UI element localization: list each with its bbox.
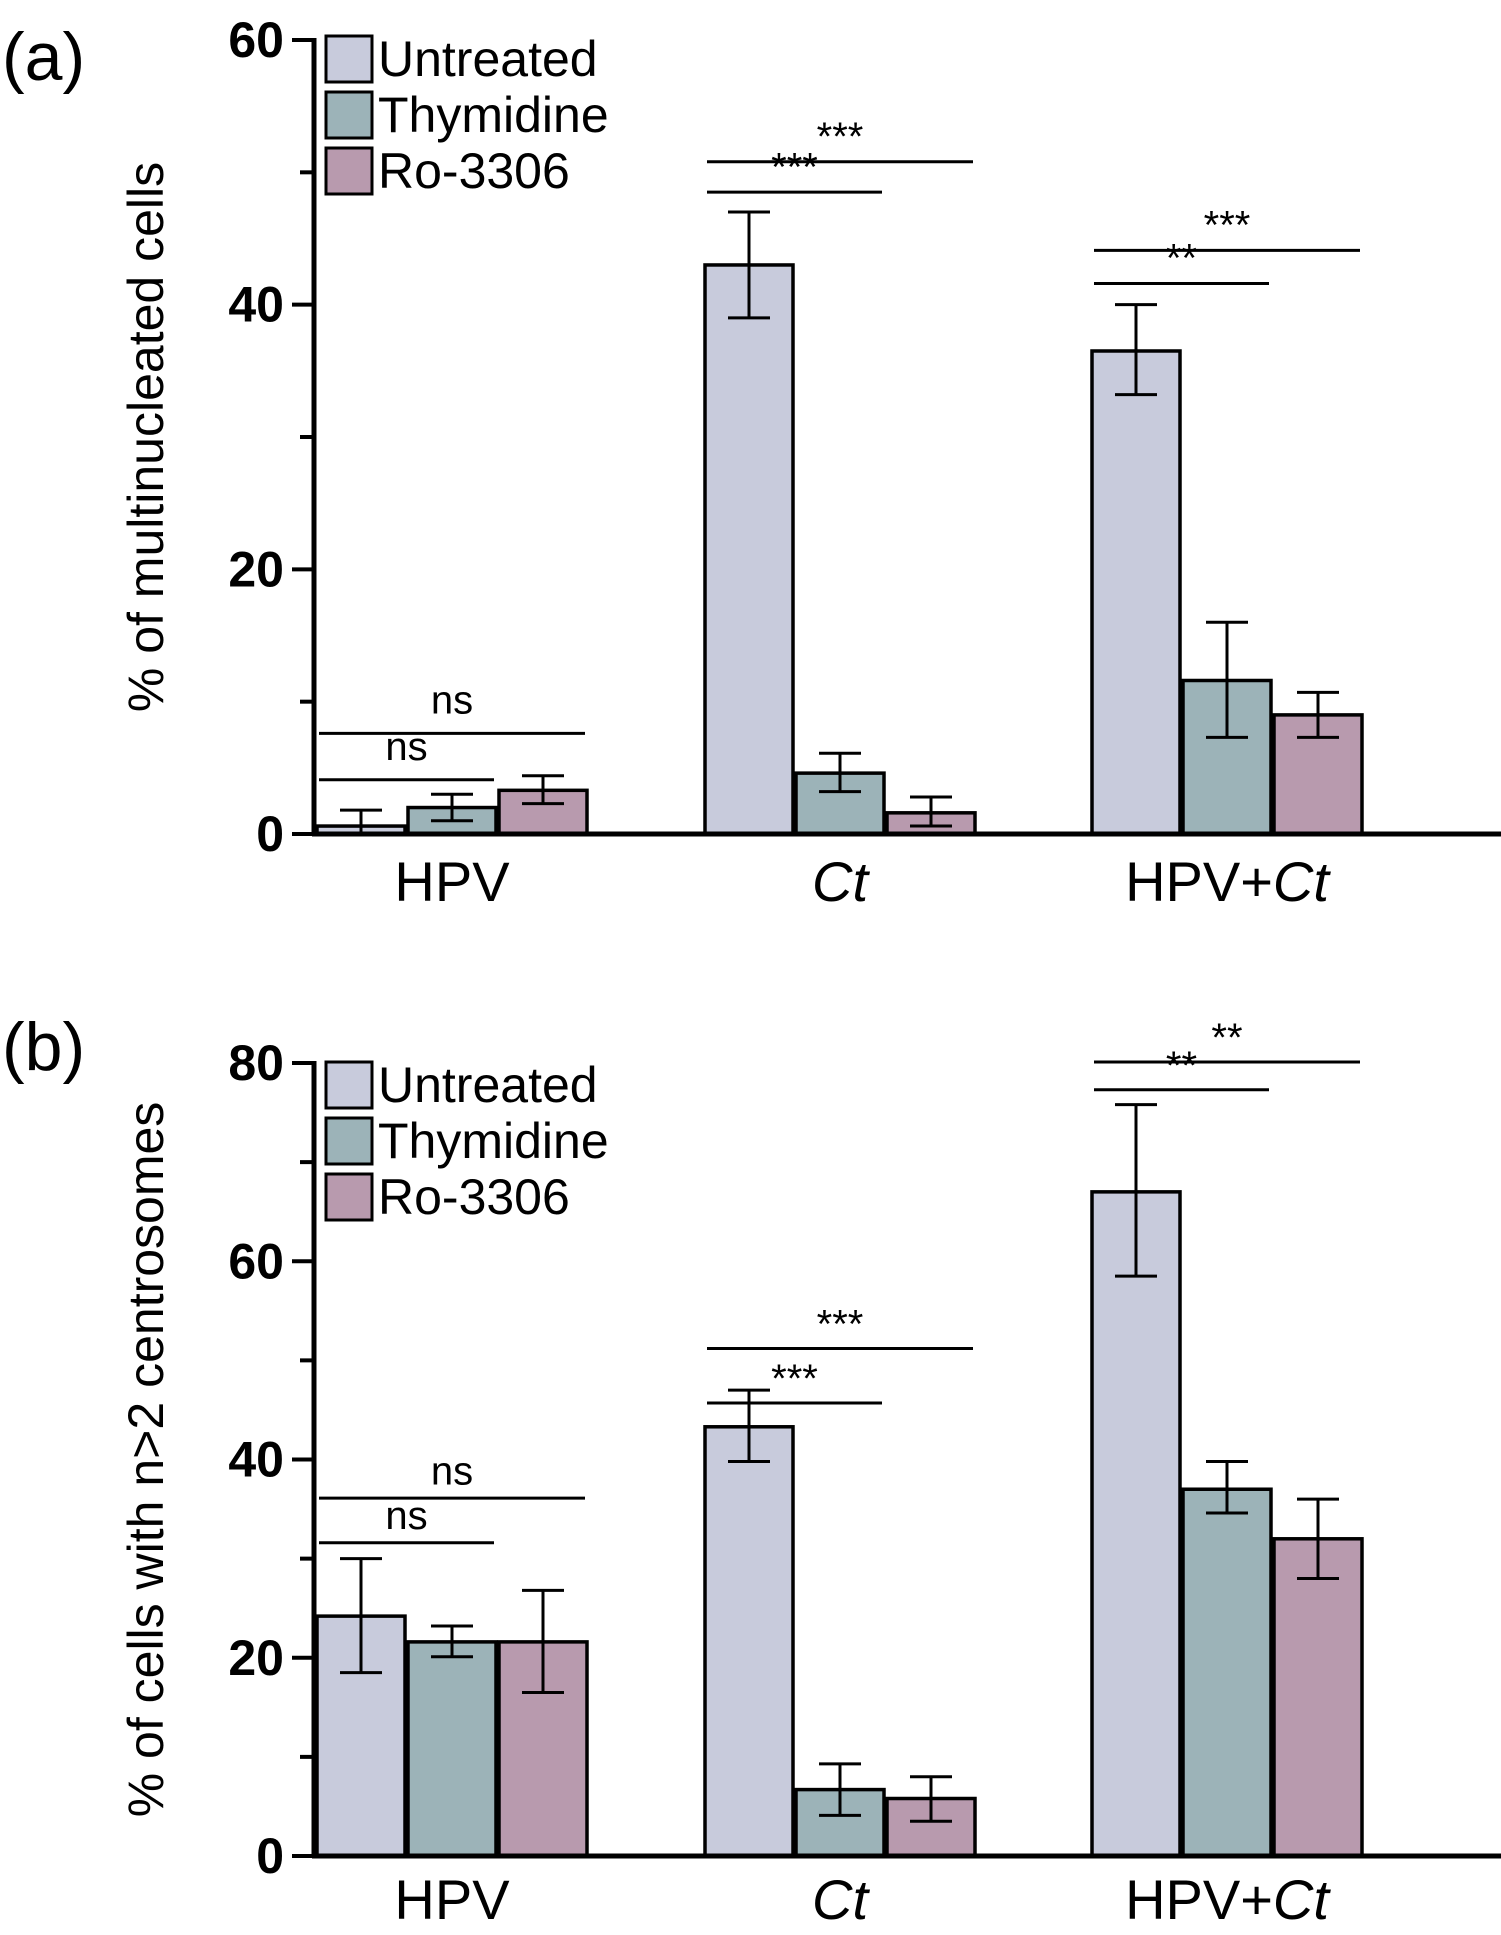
x-category-text: HPV	[394, 850, 510, 913]
bar	[703, 263, 795, 836]
x-category-text: HPV+	[1125, 1868, 1273, 1931]
legend-label: Thymidine	[378, 1113, 609, 1169]
significance-label: ***	[1204, 204, 1251, 248]
significance-label: ***	[817, 1303, 864, 1347]
y-tick-label: 40	[228, 277, 284, 333]
x-category-label: HPV+Ct	[1125, 1868, 1331, 1931]
panel-a: (a) % of multinucleated cells 0 20 40 60 HPV Ct…	[2, 12, 1501, 913]
x-category-label: Ct	[812, 850, 870, 913]
y-axis-label: % of cells with n>2 centrosomes	[118, 1102, 174, 1818]
panel-label: (a)	[2, 19, 85, 95]
panel-b: (b) % of cells with n>2 centrosomes 0 20 40 6…	[2, 1009, 1501, 1931]
legend-label: Thymidine	[378, 87, 609, 143]
significance-label: ns	[385, 725, 427, 769]
y-tick-label: 0	[256, 1828, 284, 1884]
y-tick-label: 20	[228, 541, 284, 597]
bar	[703, 1425, 795, 1858]
significance-label: **	[1211, 1016, 1242, 1060]
bar	[406, 1640, 498, 1858]
legend-swatch	[324, 1116, 374, 1166]
significance-label: **	[1166, 1044, 1197, 1088]
legend-swatch	[324, 1172, 374, 1222]
x-category-italic-text: Ct	[812, 1868, 870, 1931]
x-category-label: HPV	[394, 850, 510, 913]
y-tick-label: 80	[228, 1035, 284, 1091]
legend-swatch	[324, 146, 374, 196]
panel-label: (b)	[2, 1009, 85, 1085]
significance-label: ns	[385, 1494, 427, 1538]
significance-label: ns	[431, 679, 473, 723]
y-tick-label: 0	[256, 806, 284, 862]
y-tick-label: 60	[228, 12, 284, 68]
significance-label: ***	[771, 145, 818, 189]
bar	[1272, 1537, 1364, 1858]
legend-label: Untreated	[378, 1057, 598, 1113]
x-category-label: HPV+Ct	[1125, 850, 1331, 913]
y-tick-label: 20	[228, 1630, 284, 1686]
bar	[1090, 349, 1182, 836]
legend-label: Ro-3306	[378, 143, 570, 199]
x-category-label: Ct	[812, 1868, 870, 1931]
legend-label: Ro-3306	[378, 1169, 570, 1225]
y-tick-label: 40	[228, 1432, 284, 1488]
significance-label: **	[1166, 237, 1197, 281]
bar	[1090, 1190, 1182, 1858]
x-category-italic-text: Ct	[1273, 1868, 1331, 1931]
significance-label: ns	[431, 1449, 473, 1493]
legend-swatch	[324, 90, 374, 140]
significance-label: ***	[771, 1357, 818, 1401]
legend-swatch	[324, 1060, 374, 1110]
x-category-label: HPV	[394, 1868, 510, 1931]
x-category-italic-text: Ct	[812, 850, 870, 913]
x-category-text: HPV+	[1125, 850, 1273, 913]
legend-label: Untreated	[378, 31, 598, 87]
significance-label: ***	[817, 115, 864, 159]
y-axis-label: % of multinucleated cells	[118, 162, 174, 712]
y-tick-label: 60	[228, 1233, 284, 1289]
bar	[1181, 1487, 1273, 1858]
legend-swatch	[324, 34, 374, 84]
x-category-italic-text: Ct	[1273, 850, 1331, 913]
x-category-text: HPV	[394, 1868, 510, 1931]
